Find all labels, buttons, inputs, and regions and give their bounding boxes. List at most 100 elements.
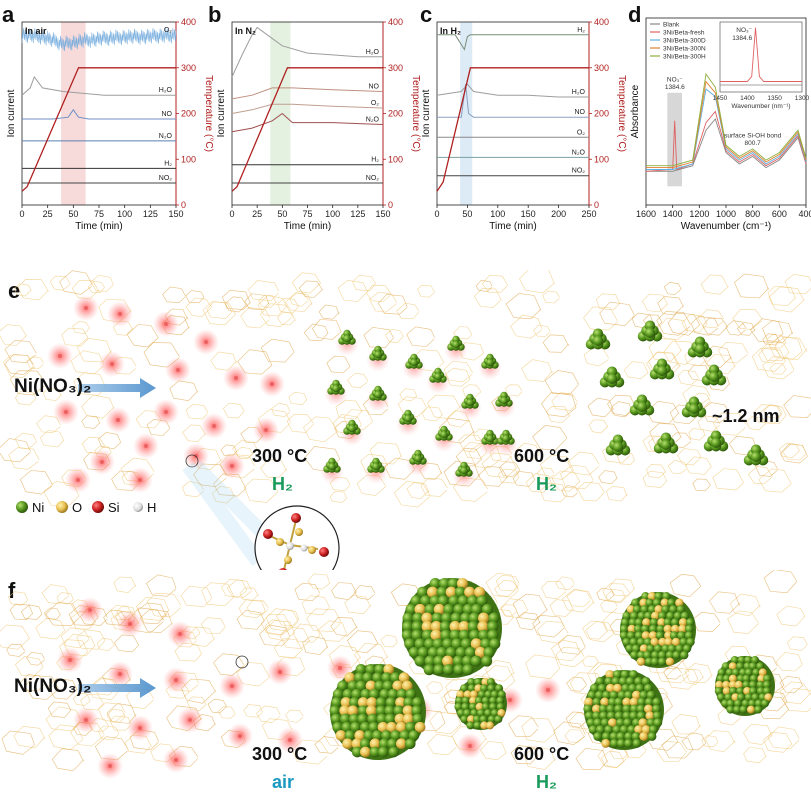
ni-atom xyxy=(612,441,624,452)
nitrate-dot xyxy=(508,698,512,702)
framework-ring xyxy=(583,306,618,331)
ni-atom xyxy=(427,646,440,658)
ni-atom xyxy=(486,434,494,443)
ni-atom xyxy=(676,605,685,614)
condition-title-c: In H₂ xyxy=(440,26,461,36)
ni-atom xyxy=(502,434,510,443)
framework-ring xyxy=(20,470,53,495)
o-atom xyxy=(639,644,649,653)
framework-ring xyxy=(655,659,690,684)
ni-atom xyxy=(615,718,625,728)
o-atom xyxy=(469,696,478,705)
legend-h-label: H xyxy=(147,500,156,515)
o-atom xyxy=(678,618,688,627)
trace-label-a-2: NO xyxy=(162,111,173,118)
ni-atom xyxy=(342,688,354,700)
framework-ring xyxy=(174,642,203,662)
framework-ring xyxy=(769,362,787,375)
framework-ring xyxy=(774,337,808,360)
ni-atom xyxy=(440,629,452,641)
ni-atom xyxy=(714,687,723,695)
ni-atom xyxy=(616,738,626,748)
ni-atom xyxy=(348,424,356,433)
ni-atom xyxy=(369,746,381,758)
framework-ring xyxy=(498,461,521,478)
o-atom xyxy=(663,624,672,634)
d-x-tick-label-4: 800 xyxy=(745,209,760,219)
framework-ring xyxy=(481,452,518,478)
framework-ring xyxy=(769,335,803,360)
framework-ring xyxy=(575,747,609,771)
ni-atom xyxy=(608,697,617,707)
ni-atom xyxy=(686,637,695,647)
framework-ring xyxy=(587,397,614,418)
framework-ring xyxy=(588,419,609,434)
framework-ring xyxy=(44,607,61,620)
framework-ring xyxy=(697,415,720,432)
ni-atom xyxy=(496,702,505,711)
framework-ring xyxy=(599,301,635,327)
framework-ring xyxy=(260,459,288,479)
ni-atom xyxy=(644,327,656,338)
ni-atom xyxy=(647,605,657,614)
ni-atom xyxy=(635,683,645,693)
ftir-series-2 xyxy=(646,88,807,170)
ni-atom xyxy=(483,646,495,658)
nitrate-molecule xyxy=(263,513,329,570)
framework-ring xyxy=(186,696,207,711)
o-atom xyxy=(456,690,465,699)
framework-ring xyxy=(24,675,59,700)
ni-atom xyxy=(404,738,416,750)
highlight-band xyxy=(460,22,473,205)
framework-ring xyxy=(681,668,704,685)
framework-ring xyxy=(292,623,321,643)
framework-ring xyxy=(709,591,741,614)
nitrate-dot xyxy=(288,738,292,742)
framework-ring xyxy=(0,624,30,650)
trace-label-b-4: H₂ xyxy=(371,157,379,164)
ni-atom xyxy=(637,611,646,621)
ni-atom xyxy=(371,730,383,741)
ni-atom xyxy=(466,721,475,730)
ni-atom xyxy=(410,595,422,607)
nitrate-dot xyxy=(468,744,472,748)
inset-x-label: Wavenumber (nm⁻¹) xyxy=(731,103,790,110)
ni-atom xyxy=(470,655,482,667)
ni-atom xyxy=(749,687,758,695)
o-atom xyxy=(485,721,494,730)
ni-atom xyxy=(369,688,380,700)
framework-ring xyxy=(727,610,759,634)
ni-atom xyxy=(611,676,621,686)
series-a-2 xyxy=(22,108,176,120)
nitrate-dot xyxy=(110,362,114,366)
ni-atom xyxy=(636,637,646,647)
ni-atom xyxy=(375,705,387,716)
ni-atom xyxy=(629,704,639,714)
framework-ring xyxy=(540,482,568,503)
ni-atom xyxy=(332,384,340,393)
ni-atom xyxy=(593,732,603,741)
ni-atom xyxy=(644,657,654,666)
framework-ring xyxy=(743,723,773,745)
framework-ring xyxy=(510,314,543,339)
framework-ring xyxy=(567,451,600,476)
ni-atom xyxy=(388,746,400,758)
nitrate-dot xyxy=(264,428,268,432)
ni-atom xyxy=(636,704,646,714)
r-tick-label-c-1: 100 xyxy=(594,154,609,164)
ni-atom xyxy=(500,396,508,405)
trace-label-a-0: O₂ xyxy=(164,27,172,34)
framework-ring xyxy=(45,706,81,732)
nitrate-dot xyxy=(84,306,88,310)
framework-ring xyxy=(399,388,418,402)
framework-ring xyxy=(536,467,555,481)
ni-atom xyxy=(748,699,757,708)
framework-ring xyxy=(318,304,340,320)
ftir-series-3 xyxy=(646,80,807,169)
ni-atom xyxy=(646,690,656,700)
ni-atom xyxy=(417,586,429,598)
panel-label-d: d xyxy=(628,2,642,27)
o-atom xyxy=(386,721,397,733)
framework-ring xyxy=(417,285,435,298)
ni-atom xyxy=(464,646,476,658)
